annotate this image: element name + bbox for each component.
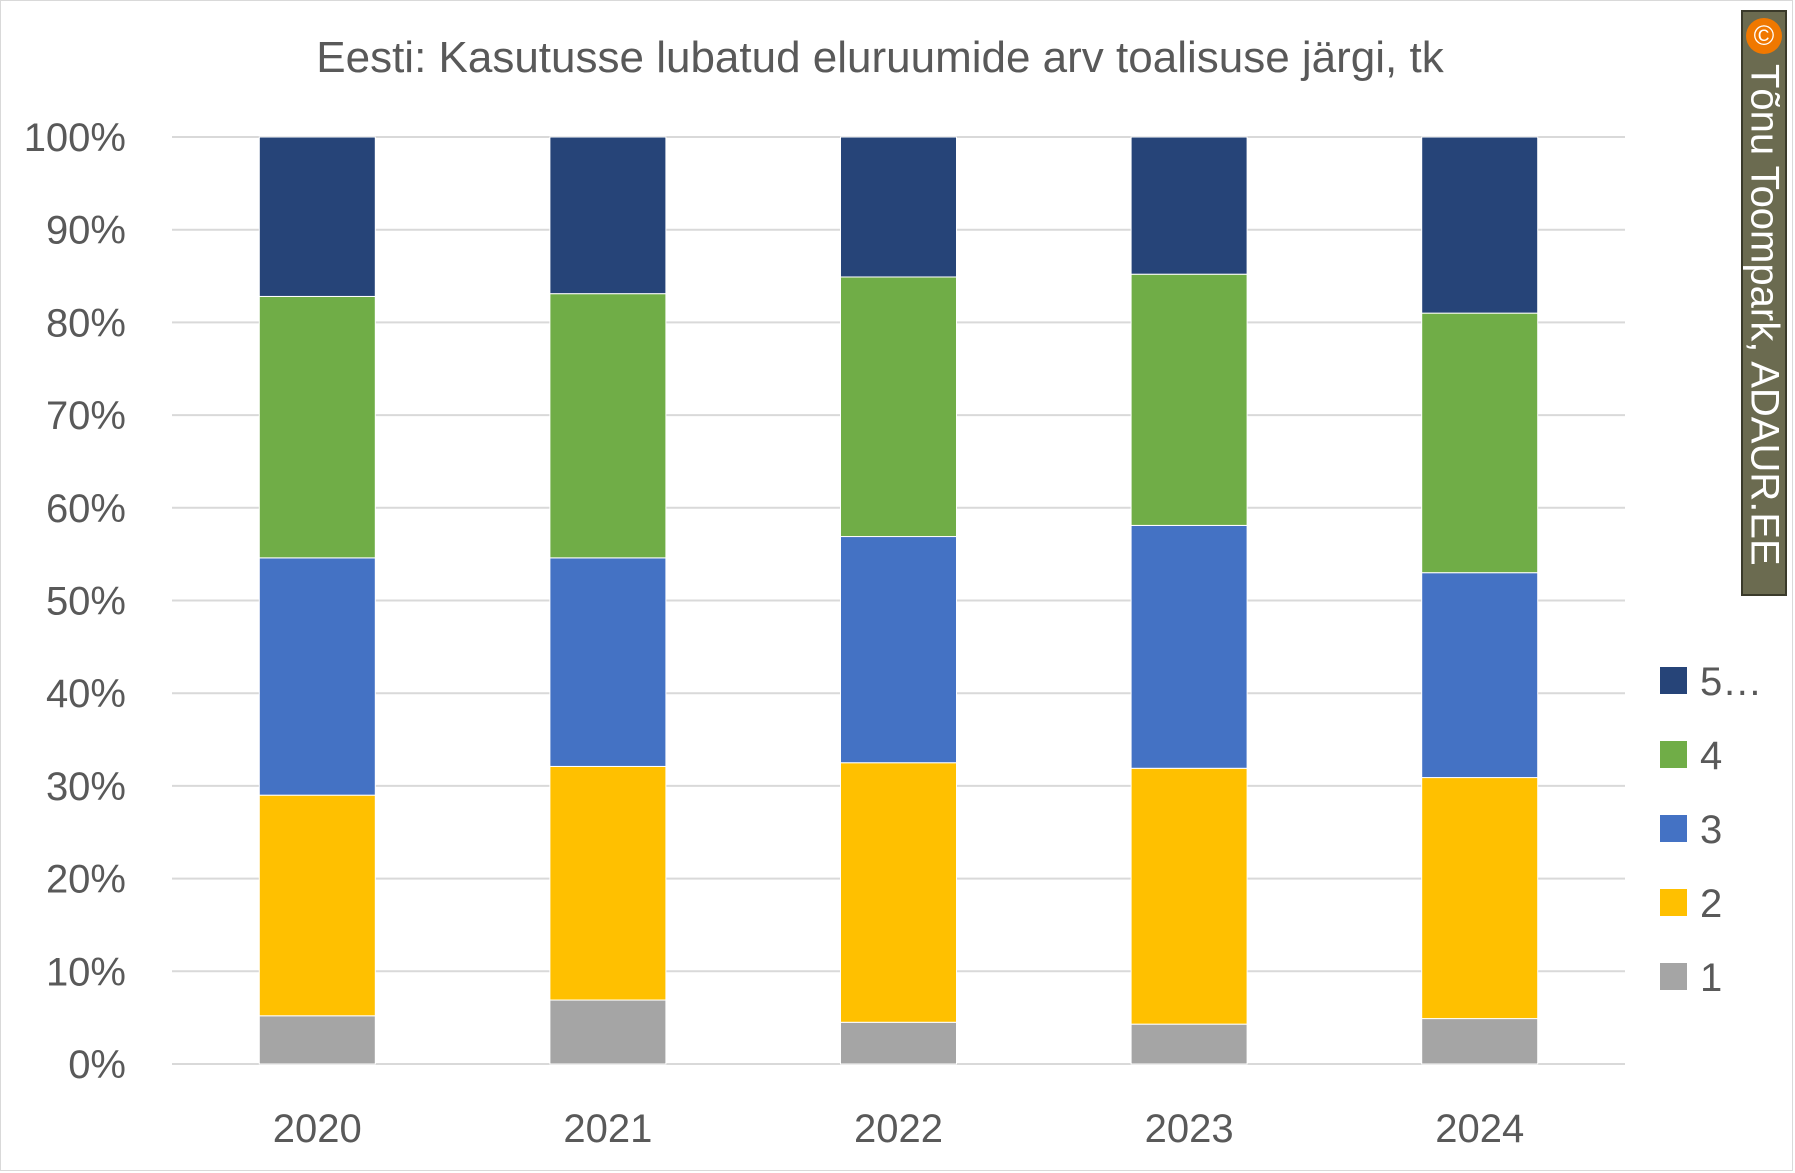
legend-swatch [1660,889,1687,916]
legend-label: 3 [1700,808,1722,852]
y-tick-label: 40% [46,672,126,716]
chart-title: Eesti: Kasutusse lubatud eluruumide arv … [316,33,1444,82]
bar-segment [1421,1018,1539,1065]
bar-segment [549,765,667,1001]
x-tick-label: 2023 [1145,1107,1234,1151]
y-axis-ticks: 0% 10% 20% 30% 40% 50% 60% 70% 80% 90% 100% [24,116,126,1087]
bar-segment [258,1015,376,1065]
copyright-watermark: © Tõnu Toompark, ADAUR.EE [1741,10,1787,596]
y-tick-label: 70% [46,394,126,438]
y-tick-label: 90% [46,209,126,253]
legend-swatch [1660,741,1687,768]
bar-segment [1421,777,1539,1020]
legend-label: 1 [1700,956,1722,1000]
bar-segment [840,136,957,278]
bar-segment [1130,136,1248,275]
bar-segment [258,557,376,796]
bar-segment [1130,524,1248,769]
bar-segment [840,1021,957,1065]
bar-segment [1421,312,1539,574]
bar-segment [549,293,667,559]
y-tick-label: 0% [68,1043,126,1087]
bar-segment [840,536,957,764]
x-axis-ticks: 2020 2021 2022 2023 2024 [273,1107,1524,1151]
bar-segment [258,794,376,1017]
bar-segment [549,999,667,1065]
legend-swatch [1660,667,1687,694]
legend-label: 4 [1700,734,1722,778]
bar-segment [1421,136,1539,314]
y-tick-label: 10% [46,950,126,994]
x-tick-label: 2020 [273,1107,362,1151]
bar-segment [258,136,376,297]
bar-segment [1130,767,1248,1025]
legend-label: 5… [1700,660,1762,704]
bar-segment [549,136,667,295]
bar-segment [840,276,957,538]
bar-segment [1130,1023,1248,1065]
legend-swatch [1660,963,1687,990]
y-tick-label: 60% [46,487,126,531]
legend-label: 2 [1700,882,1722,926]
bar-segment [258,295,376,559]
y-tick-label: 30% [46,765,126,809]
bar-segment [840,762,957,1023]
y-tick-label: 20% [46,858,126,902]
y-tick-label: 100% [24,116,126,160]
x-tick-label: 2022 [854,1107,943,1151]
bar-segment [549,557,667,767]
x-tick-label: 2021 [563,1107,652,1151]
bar-segment [1130,273,1248,526]
bars [258,136,1539,1065]
y-tick-label: 80% [46,301,126,345]
y-tick-label: 50% [46,580,126,624]
legend-swatch [1660,815,1687,842]
legend: 5… 4 3 2 1 [1660,660,1762,1000]
watermark-text: Tõnu Toompark, ADAUR.EE [1742,64,1787,566]
x-tick-label: 2024 [1435,1107,1524,1151]
copyright-icon: © [1746,18,1782,54]
bar-segment [1421,572,1539,779]
